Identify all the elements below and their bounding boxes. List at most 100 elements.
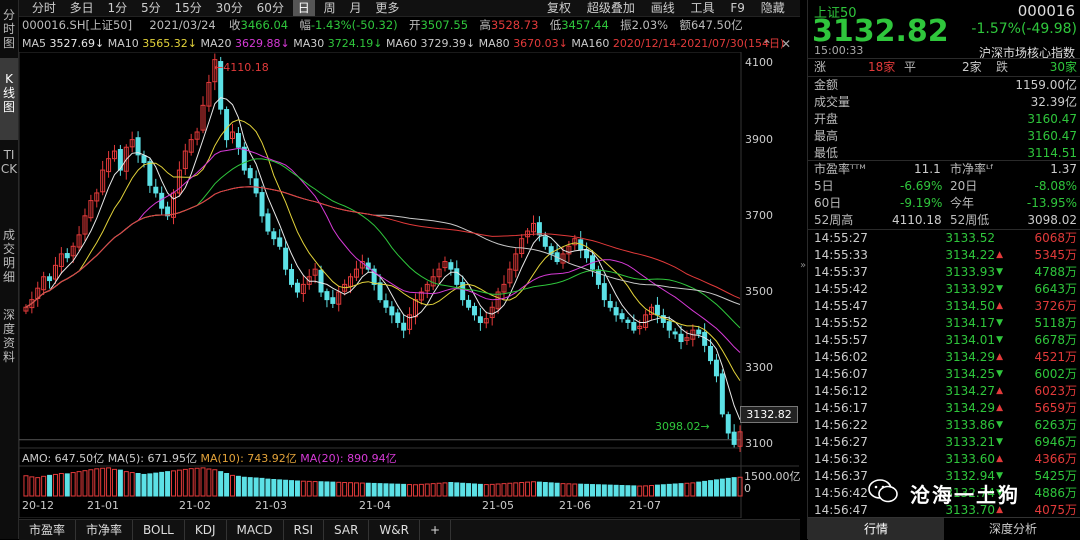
candle-body — [117, 149, 123, 171]
tab-kline[interactable]: K线图 — [0, 58, 18, 140]
period-day[interactable]: 日 — [292, 0, 315, 16]
period-5min[interactable]: 5分 — [140, 1, 161, 15]
ma10-value: 3565.32↓ — [142, 37, 197, 50]
tick-volume: 5118万 — [1034, 316, 1077, 330]
amo-bar — [241, 476, 247, 497]
candle-body — [613, 307, 619, 316]
amo-bar — [289, 480, 295, 497]
candle-body — [147, 161, 153, 186]
fuquan-button[interactable]: 复权 — [547, 1, 572, 15]
low-value: 3457.44 — [561, 18, 609, 32]
tab-trade-detail[interactable]: 成交明细 — [2, 228, 15, 284]
candle-body — [395, 312, 401, 323]
tab-tick[interactable]: TICK — [0, 148, 18, 176]
ma5-line — [25, 97, 741, 420]
tick-time: 14:56:22 — [814, 418, 868, 432]
arrow-up-icon: ▲ — [996, 454, 1003, 464]
period-month[interactable]: 月 — [349, 1, 362, 15]
tab-quote[interactable]: 行情 — [808, 518, 944, 540]
arrow-up-icon: ▲ — [996, 352, 1003, 362]
candle-body — [513, 253, 519, 271]
period-more[interactable]: 更多 — [375, 1, 400, 15]
arrow-down-icon: ▼ — [996, 369, 1003, 379]
period-multiday[interactable]: 多日 — [69, 1, 94, 15]
candle-body — [300, 283, 306, 295]
amo-bar — [76, 471, 82, 497]
period-60min[interactable]: 60分 — [256, 1, 284, 15]
date-axis-label: 21-05 — [482, 499, 514, 512]
candle-body — [306, 276, 312, 285]
period-week[interactable]: 周 — [323, 1, 336, 15]
d5-label: 5日 — [814, 179, 834, 193]
tick-time: 14:55:27 — [814, 231, 868, 245]
overlay-button[interactable]: 超级叠加 — [586, 1, 635, 15]
period-toolbar: 分时 多日 1分 5分 15分 30分 60分 日 周 月 更多 复权 超级叠加… — [19, 0, 800, 17]
candle-body — [371, 268, 377, 285]
amo-bar — [595, 484, 601, 497]
hide-button[interactable]: 隐藏 — [760, 1, 785, 15]
draw-line-button[interactable]: 画线 — [650, 1, 675, 15]
collapse-arrow-icon[interactable]: ⌃ — [762, 38, 773, 52]
tab-macd[interactable]: MACD — [227, 520, 284, 540]
candle-body — [259, 192, 265, 217]
tab-kdj[interactable]: KDJ — [185, 520, 227, 540]
amo-bar — [94, 468, 100, 497]
ma10-label: MA10 — [107, 37, 139, 50]
candle-body — [76, 234, 82, 248]
candle-body — [595, 269, 601, 285]
tab-fenshi[interactable]: 分时图 — [2, 8, 15, 50]
amo-bar — [625, 485, 631, 497]
tab-sar[interactable]: SAR — [324, 520, 370, 540]
tick-price: 3134.25 — [945, 367, 995, 381]
bar-date: 2021/03/24 — [149, 18, 216, 32]
ytd-label: 今年 — [950, 196, 975, 210]
period-15min[interactable]: 15分 — [174, 1, 202, 15]
candle-body — [230, 131, 236, 139]
candle-body — [318, 269, 324, 293]
quote-info-row: 000016.SH[上证50] 2021/03/24 收3466.04 幅-1.… — [22, 17, 743, 33]
tools-button[interactable]: 工具 — [690, 1, 715, 15]
candle-body — [188, 139, 194, 153]
candle-body — [129, 139, 135, 148]
amo-bar — [123, 471, 129, 497]
tab-rsi[interactable]: RSI — [284, 520, 325, 540]
amo-ma20: MA(20): 890.94亿 — [300, 452, 397, 465]
amo-bar — [395, 483, 401, 497]
down-count: 30家 — [1049, 60, 1077, 74]
chart-frame — [19, 52, 742, 518]
amo-bar — [578, 483, 584, 497]
candle-body — [548, 246, 554, 255]
index-change: -1.57%(-49.98) — [971, 21, 1077, 37]
candle-body — [525, 230, 531, 238]
period-1min[interactable]: 1分 — [107, 1, 128, 15]
close-icon[interactable]: ✕ — [781, 37, 792, 51]
candle-body — [471, 305, 477, 316]
kline-chart[interactable] — [19, 52, 799, 518]
amo-bar — [513, 482, 519, 497]
tab-boll[interactable]: BOLL — [133, 520, 185, 540]
tab-depth-analysis[interactable]: 深度分析 — [988, 522, 1037, 536]
f9-button[interactable]: F9 — [730, 1, 745, 15]
add-indicator-button[interactable]: + — [420, 520, 452, 540]
tab-wr[interactable]: W&R — [369, 520, 420, 540]
date-axis-label: 21-02 — [179, 499, 211, 512]
stat-row: 开盘 3160.47 — [814, 111, 1077, 128]
amo-bar — [436, 482, 442, 497]
candle-body — [253, 178, 259, 194]
tick-volume: 6643万 — [1034, 282, 1077, 296]
tab-pe[interactable]: 市盈率 — [19, 520, 77, 540]
arrow-down-icon: ▼ — [996, 335, 1003, 345]
candle-body — [542, 236, 548, 247]
candle-body — [489, 306, 495, 319]
tick-volume: 4366万 — [1034, 452, 1077, 466]
tab-pb[interactable]: 市净率 — [76, 520, 134, 540]
tab-depth-info[interactable]: 深度资料 — [2, 308, 15, 364]
watermark-text: 沧海一土狗 — [910, 483, 1020, 507]
period-30min[interactable]: 30分 — [215, 1, 243, 15]
index-name: 上证50 — [814, 6, 857, 21]
tick-volume: 4788万 — [1034, 265, 1077, 279]
amo-bar — [371, 482, 377, 497]
tick-time: 14:55:47 — [814, 299, 868, 313]
period-fenshi[interactable]: 分时 — [31, 1, 56, 15]
panel-collapse-icon[interactable]: » — [800, 260, 807, 271]
